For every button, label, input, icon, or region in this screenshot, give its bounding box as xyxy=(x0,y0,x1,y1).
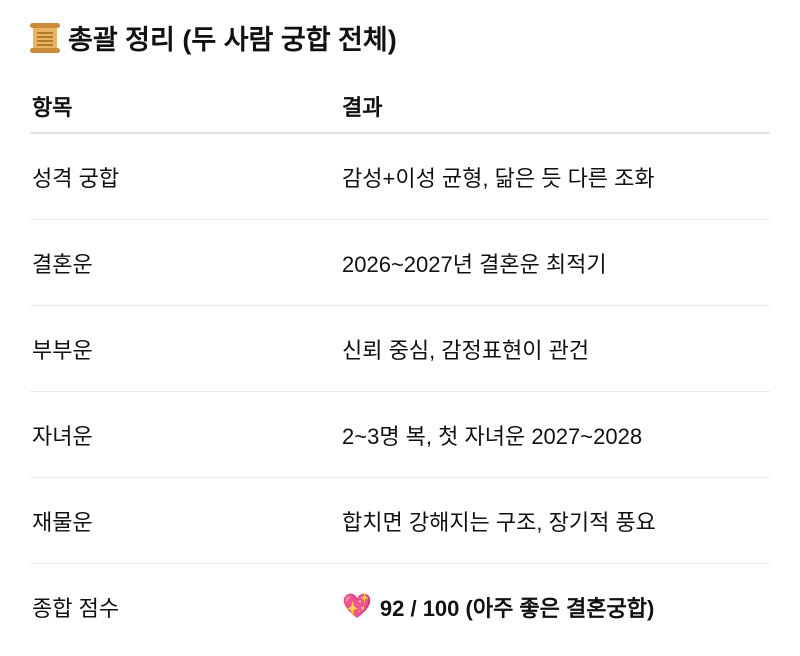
row-item: 부부운 xyxy=(30,305,340,392)
header-result: 결과 xyxy=(340,80,770,134)
sparkling-heart-icon: 💖 xyxy=(342,593,372,620)
row-item: 결혼운 xyxy=(30,219,340,306)
table-row: 재물운 합치면 강해지는 구조, 장기적 풍요 xyxy=(30,477,770,564)
row-result: 감성+이성 균형, 닮은 듯 다른 조화 xyxy=(340,133,770,220)
row-result: 2~3명 복, 첫 자녀운 2027~2028 xyxy=(340,391,770,478)
section-title: 총괄 정리 (두 사람 궁합 전체) xyxy=(30,18,397,57)
table-row: 성격 궁합 감성+이성 균형, 닮은 듯 다른 조화 xyxy=(30,133,770,220)
total-score: 92 / 100 (아주 좋은 결혼궁합) xyxy=(379,595,655,621)
row-item: 성격 궁합 xyxy=(30,133,340,220)
table-row: 부부운 신뢰 중심, 감정표현이 관건 xyxy=(30,305,770,392)
table-row: 결혼운 2026~2027년 결혼운 최적기 xyxy=(30,219,770,306)
row-result: 💖 92 / 100 (아주 좋은 결혼궁합) xyxy=(340,564,770,650)
row-item: 재물운 xyxy=(30,477,340,564)
row-item: 자녀운 xyxy=(30,391,340,478)
table-header: 항목 결과 xyxy=(30,80,770,134)
summary-table: 항목 결과 성격 궁합 감성+이성 균형, 닮은 듯 다른 조화 결혼운 2026~… xyxy=(30,80,770,649)
row-result: 2026~2027년 결혼운 최적기 xyxy=(340,219,770,306)
section-title-text: 총괄 정리 (두 사람 궁합 전체) xyxy=(68,25,397,55)
row-result: 신뢰 중심, 감정표현이 관건 xyxy=(340,305,770,392)
row-item: 종합 점수 xyxy=(32,595,120,621)
header-item: 항목 xyxy=(30,80,340,134)
table-row: 자녀운 2~3명 복, 첫 자녀운 2027~2028 xyxy=(30,391,770,478)
row-result: 합치면 강해지는 구조, 장기적 풍요 xyxy=(340,477,770,564)
table-row: 종합 점수 💖 92 / 100 (아주 좋은 결혼궁합) xyxy=(30,564,770,650)
scroll-icon xyxy=(30,22,60,53)
